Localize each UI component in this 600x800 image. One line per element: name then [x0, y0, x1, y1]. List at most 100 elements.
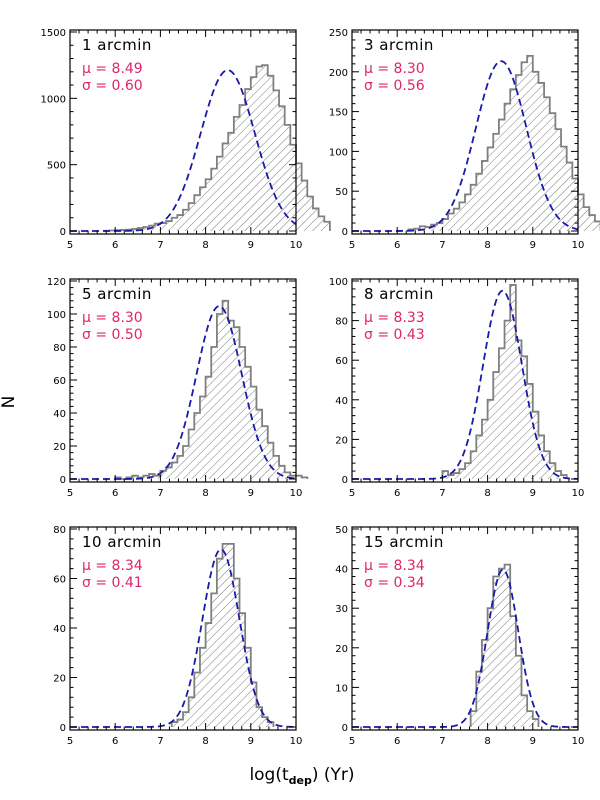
sigma-label: σ = 0.56 [364, 78, 425, 94]
y-tick-label: 200 [329, 68, 348, 79]
x-tick-label: 7 [439, 488, 445, 499]
x-tick-label: 7 [157, 240, 163, 251]
histogram-outline [103, 64, 331, 232]
histogram-panel: 5 6 7 8 9 10 0 20 40 60 80 10 arcmin μ = 8.34σ = 0.4… [53, 525, 302, 747]
mu-label: μ = 8.49 [82, 61, 143, 77]
x-tick-label: 9 [530, 240, 536, 251]
y-tick-label: 250 [329, 28, 348, 39]
panel-frame [69, 29, 297, 235]
histogram-fill [442, 284, 567, 479]
x-axis-label-suffix: ) (Yr) [312, 765, 355, 785]
gaussian-fit-curve [70, 305, 297, 480]
y-tick-label: 50 [335, 525, 348, 536]
panel-title: 15 arcmin [364, 533, 444, 551]
x-tick-label: 10 [572, 736, 585, 747]
y-tick-label: 100 [329, 147, 348, 158]
y-tick-label: 80 [335, 317, 348, 328]
y-tick-label: 100 [329, 277, 348, 288]
x-tick-label: 7 [439, 240, 445, 251]
gaussian-fit-curve [352, 60, 579, 232]
y-tick-label: 120 [47, 277, 66, 288]
x-tick-label: 5 [67, 736, 73, 747]
y-tick-label: 40 [335, 565, 348, 576]
gaussian-fit-curve [70, 548, 297, 728]
mu-label: μ = 8.30 [82, 310, 143, 326]
panel-title: 1 arcmin [82, 36, 152, 54]
y-tick-label: 20 [53, 674, 66, 685]
y-tick-label: 20 [335, 435, 348, 446]
x-tick-label: 5 [349, 240, 355, 251]
y-tick-label: 50 [335, 187, 348, 198]
x-tick-label: 6 [112, 736, 118, 747]
x-tick-label: 10 [290, 488, 303, 499]
gaussian-fit-curve [352, 568, 578, 728]
x-tick-label: 5 [67, 240, 73, 251]
x-tick-label: 7 [157, 488, 163, 499]
histogram-outline [114, 299, 309, 480]
y-tick-label: 40 [335, 396, 348, 407]
panel-title: 10 arcmin [82, 533, 162, 551]
x-tick-label: 9 [248, 736, 254, 747]
gaussian-fit-curve [70, 69, 297, 232]
sigma-label: σ = 0.41 [82, 575, 143, 591]
x-tick-label: 9 [530, 736, 536, 747]
panel-title: 5 arcmin [82, 285, 152, 303]
x-tick-label: 6 [112, 240, 118, 251]
y-tick-label: 20 [53, 442, 66, 453]
mu-label: μ = 8.34 [82, 558, 143, 574]
y-tick-label: 80 [53, 525, 66, 536]
x-tick-label: 8 [202, 736, 208, 747]
y-tick-label: 1000 [41, 94, 66, 105]
x-axis-label-prefix: log(t [249, 765, 289, 785]
mu-label: μ = 8.34 [364, 558, 425, 574]
histogram-panel: 5 6 7 8 9 10 0 500 1000 1500 1 arcmin μ = 8.49σ = 0… [41, 28, 331, 251]
histogram-outline [441, 284, 568, 479]
x-axis-label: log(tdep) (Yr) [249, 765, 354, 787]
y-tick-label: 150 [329, 108, 348, 119]
x-tick-label: 9 [248, 240, 254, 251]
y-tick-label: 0 [342, 475, 348, 486]
sigma-label: σ = 0.60 [82, 78, 143, 94]
x-tick-label: 6 [112, 488, 118, 499]
x-tick-label: 8 [202, 488, 208, 499]
histogram-fill [103, 65, 330, 232]
x-tick-label: 7 [157, 736, 163, 747]
y-tick-label: 80 [53, 343, 66, 354]
x-tick-label: 10 [290, 736, 303, 747]
y-tick-label: 500 [47, 161, 66, 172]
y-tick-label: 1500 [41, 28, 66, 39]
y-tick-label: 30 [335, 604, 348, 615]
x-axis-label-subscript: dep [289, 774, 312, 787]
y-tick-label: 0 [342, 227, 348, 238]
x-tick-label: 8 [484, 488, 490, 499]
sigma-label: σ = 0.34 [364, 575, 425, 591]
panel-title: 8 arcmin [364, 285, 434, 303]
x-tick-label: 6 [394, 240, 400, 251]
x-tick-label: 8 [484, 240, 490, 251]
histogram-outline [170, 542, 275, 727]
panel-frame [351, 278, 579, 483]
y-axis-label: N [0, 396, 19, 409]
y-tick-label: 60 [53, 376, 66, 387]
y-tick-label: 0 [60, 723, 66, 734]
y-tick-label: 0 [342, 723, 348, 734]
histogram-fill [408, 55, 600, 231]
sigma-label: σ = 0.43 [364, 327, 425, 343]
histogram-panel: 5 6 7 8 9 10 0 10 20 30 40 50 15 arcmin μ = 8.34σ = 0… [335, 525, 584, 747]
x-tick-label: 8 [484, 736, 490, 747]
panel-title: 3 arcmin [364, 36, 434, 54]
x-tick-label: 5 [349, 488, 355, 499]
x-tick-label: 10 [572, 240, 585, 251]
histogram-fill [470, 564, 539, 727]
x-tick-label: 10 [572, 488, 585, 499]
sigma-label: σ = 0.50 [82, 327, 143, 343]
y-tick-label: 40 [53, 624, 66, 635]
panel-frame [351, 29, 579, 235]
y-tick-label: 20 [335, 644, 348, 655]
x-tick-label: 7 [439, 736, 445, 747]
